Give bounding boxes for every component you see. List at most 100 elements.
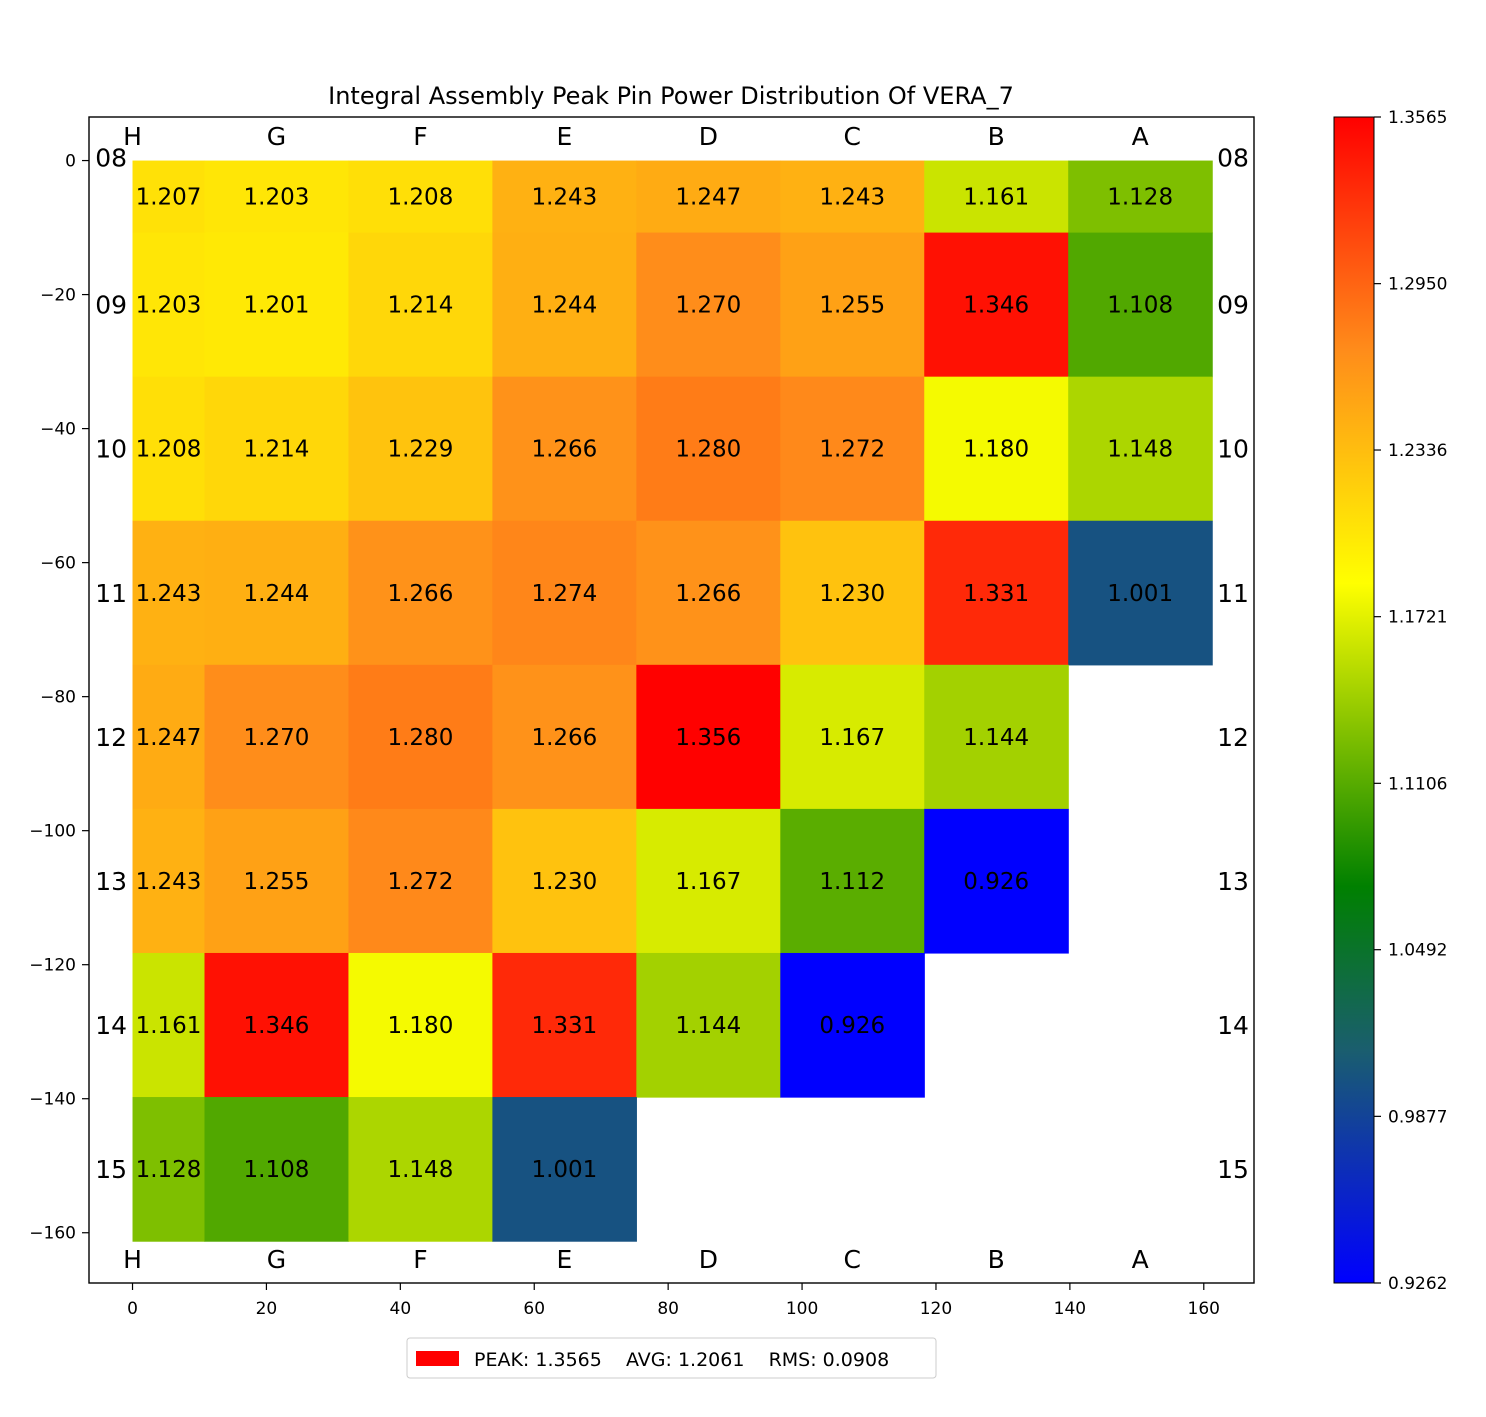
row-label-left: 08 [95, 144, 127, 173]
heatmap-cell [636, 808, 781, 954]
cell-value-label: 1.244 [244, 581, 310, 607]
heatmap-cell [348, 232, 493, 378]
cell-value-label: 1.331 [531, 1013, 597, 1039]
cell-value-label: 1.108 [244, 1157, 310, 1183]
heatmap-cell [348, 808, 493, 954]
heatmap-cell [348, 664, 493, 810]
heatmap-cell [204, 376, 350, 522]
colorbar-tick-label: 1.0492 [1388, 941, 1447, 961]
column-label-top: F [413, 122, 427, 151]
column-label-top: H [123, 122, 142, 151]
cell-value-label: 1.230 [819, 581, 885, 607]
x-tick-label: 140 [1054, 1299, 1086, 1319]
heatmap-cell [636, 664, 781, 810]
cell-value-label: 1.266 [675, 581, 741, 607]
heatmap-cell [780, 664, 925, 810]
cell-value-label: 1.243 [136, 581, 202, 607]
legend-swatch [416, 1351, 459, 1366]
heatmap-cell [1068, 376, 1213, 522]
heatmap-cell [492, 664, 637, 810]
column-label-top: D [699, 122, 718, 151]
heatmap-cell [780, 376, 925, 522]
cell-value-label: 1.201 [244, 293, 310, 319]
cell-value-label: 1.229 [387, 437, 453, 463]
cell-value-label: 1.001 [531, 1157, 597, 1183]
heatmap-cell [204, 808, 350, 954]
heatmap-cells [132, 160, 1213, 1242]
heatmap-cell [348, 1097, 493, 1242]
heatmap-cell [636, 520, 781, 666]
heatmap-cell [492, 376, 637, 522]
cell-value-label: 1.331 [963, 581, 1029, 607]
cell-value-label: 1.272 [387, 869, 453, 895]
cell-value-label: 1.207 [136, 185, 202, 211]
cell-value-label: 1.144 [963, 725, 1029, 751]
heatmap-cell [780, 952, 925, 1098]
cell-value-label: 1.230 [531, 869, 597, 895]
heatmap-cell [924, 664, 1069, 810]
cell-value-label: 1.247 [136, 725, 202, 751]
colorbar-tick-label: 1.2336 [1388, 441, 1447, 461]
cell-value-label: 1.244 [531, 293, 597, 319]
heatmap-cell [492, 160, 637, 234]
heatmap-cell [1068, 160, 1213, 234]
x-tick-label: 80 [657, 1299, 679, 1319]
y-axis: 0 −20 −40 −60 −80 −100 −120 −140 −160 [29, 152, 89, 1244]
cell-value-label: 1.161 [136, 1013, 202, 1039]
cell-value-label: 1.255 [819, 293, 885, 319]
heatmap-cell [636, 160, 781, 234]
cell-value-label: 1.214 [244, 437, 310, 463]
cell-value-label: 1.243 [531, 185, 597, 211]
x-tick-label: 160 [1188, 1299, 1220, 1319]
heatmap-cell [636, 232, 781, 378]
row-label-right: 08 [1217, 144, 1249, 173]
colorbar-tick-label: 1.3565 [1388, 108, 1447, 128]
heatmap-cell [780, 808, 925, 954]
cell-value-label: 1.148 [1107, 437, 1173, 463]
cell-value-label: 1.346 [963, 293, 1029, 319]
heatmap-cell [348, 952, 493, 1098]
heatmap-cell [780, 520, 925, 666]
cell-value-label: 1.180 [387, 1013, 453, 1039]
y-tick-label: −40 [40, 420, 76, 440]
heatmap-cell [924, 376, 1069, 522]
heatmap-cell [492, 232, 637, 378]
row-label-left: 11 [95, 579, 127, 608]
legend-box [406, 1337, 937, 1379]
x-tick-label: 40 [390, 1299, 412, 1319]
heatmap-cell [204, 520, 350, 666]
x-tick-label: 100 [786, 1299, 818, 1319]
x-tick-label: 60 [523, 1299, 545, 1319]
heatmap-cell [492, 520, 637, 666]
row-label-right: 11 [1217, 579, 1249, 608]
row-label-left: 09 [95, 291, 127, 320]
heatmap-cell [348, 520, 493, 666]
heatmap-cell [204, 1097, 350, 1242]
column-label-top: G [267, 122, 286, 151]
row-label-left: 15 [95, 1155, 127, 1184]
heatmap-cell [348, 376, 493, 522]
cell-value-label: 1.243 [819, 185, 885, 211]
y-tick-label: 0 [65, 152, 76, 172]
column-label-bottom: H [123, 1245, 142, 1274]
cell-value-label: 1.203 [136, 293, 202, 319]
column-label-bottom: A [1132, 1245, 1149, 1274]
cell-value-label: 1.161 [963, 185, 1029, 211]
cell-value-label: 1.356 [675, 725, 741, 751]
y-tick-label: −120 [29, 956, 76, 976]
heatmap-cell [204, 232, 350, 378]
cell-value-label: 1.128 [136, 1157, 202, 1183]
cell-value-labels: 1.207 1.203 1.208 1.243 1.247 1.243 1.161 1.128… [136, 185, 1174, 1184]
cell-value-label: 1.203 [244, 185, 310, 211]
heatmap-cell [204, 160, 350, 234]
row-label-left: 14 [95, 1011, 127, 1040]
colorbar-tick-label: 0.9262 [1388, 1274, 1447, 1294]
heatmap-cell [924, 808, 1069, 954]
plot-frame [88, 116, 1255, 1284]
heatmap-cell [924, 520, 1069, 666]
y-tick-label: −80 [40, 688, 76, 708]
heatmap-cell [132, 952, 206, 1098]
column-labels: H H G G F F E E D D C C B B A A [123, 122, 1149, 1274]
chart-title: Integral Assembly Peak Pin Power Distrib… [328, 82, 1014, 110]
